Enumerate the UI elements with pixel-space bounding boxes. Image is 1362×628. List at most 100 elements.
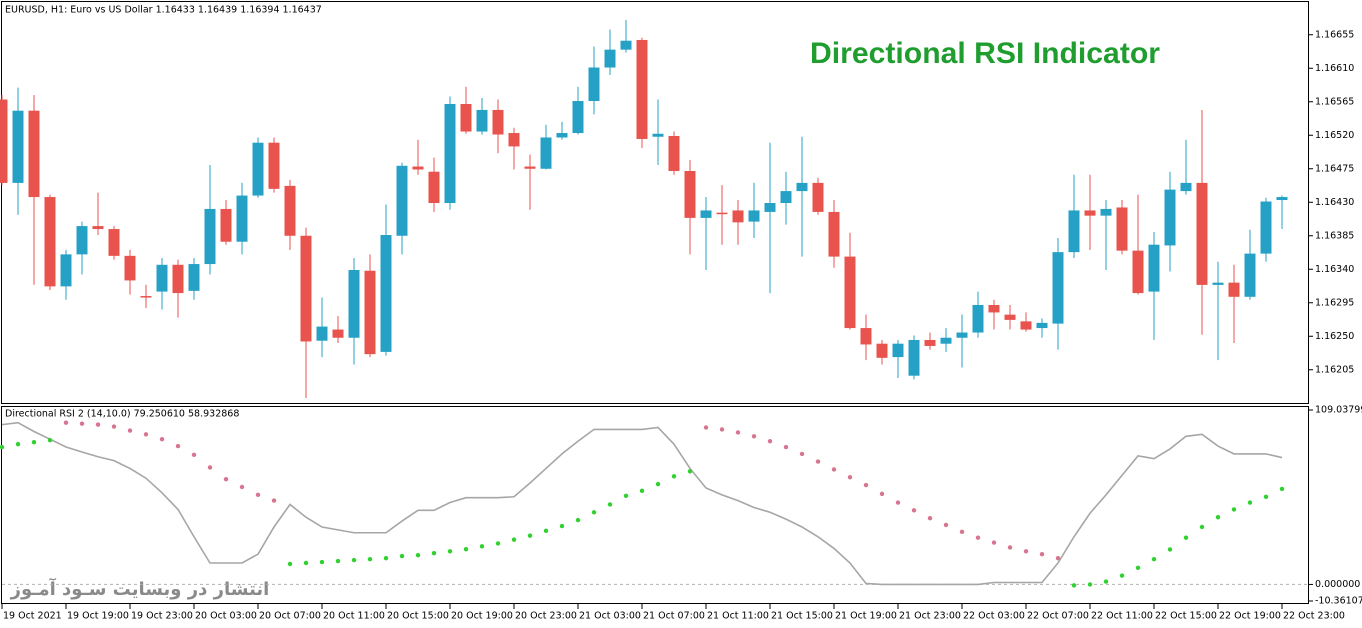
candle-body — [508, 133, 520, 147]
x-tick-label: 22 Oct 15:00 — [1155, 611, 1217, 622]
dot — [1247, 500, 1253, 505]
dot — [767, 439, 773, 444]
candle-body — [92, 226, 104, 230]
candle-body — [956, 332, 968, 338]
candle-body — [140, 296, 152, 298]
dot — [495, 541, 501, 546]
candle-body — [172, 264, 184, 294]
candle-body — [1036, 322, 1048, 329]
dot — [751, 434, 757, 439]
dot — [927, 515, 933, 521]
candle-body — [108, 229, 120, 256]
y-tick-label: 0.000000 — [1315, 579, 1360, 590]
candle-body — [684, 170, 696, 218]
candle-body — [252, 142, 264, 196]
dot — [639, 488, 645, 494]
dot — [207, 465, 213, 470]
candle-body — [1180, 182, 1192, 192]
x-tick-label: 19 Oct 19:00 — [67, 611, 129, 622]
x-tick-label: 21 Oct 15:00 — [771, 611, 833, 622]
dot — [735, 430, 741, 435]
candle-body — [844, 256, 856, 329]
candle-body — [988, 304, 1000, 313]
dot — [527, 533, 533, 538]
candle-body — [860, 328, 872, 345]
dot — [47, 437, 53, 443]
dot — [895, 500, 901, 505]
indicator-title: Directional RSI 2 (14,10.0) 79.250610 58… — [5, 409, 239, 420]
x-tick-label: 22 Oct 11:00 — [1091, 611, 1153, 622]
dot — [591, 510, 597, 515]
dot — [1119, 573, 1125, 578]
candle-body — [316, 326, 328, 341]
candle-body — [572, 101, 584, 134]
dot — [1231, 507, 1237, 512]
dot — [911, 508, 917, 513]
dot — [351, 557, 357, 563]
candle-body — [76, 226, 88, 255]
dot — [319, 559, 325, 565]
candle-body — [380, 235, 392, 352]
dot — [671, 474, 677, 479]
dot — [303, 560, 309, 566]
dot — [943, 522, 949, 528]
candle-body — [12, 110, 24, 183]
dot — [1279, 486, 1285, 492]
dot — [607, 502, 613, 507]
dot — [1135, 565, 1141, 570]
dot — [415, 552, 421, 558]
x-tick-label: 21 Oct 19:00 — [835, 611, 897, 622]
candle-body — [220, 208, 232, 242]
candle-body — [44, 197, 56, 287]
indicator-panel — [1, 406, 1309, 604]
dot — [239, 484, 245, 490]
candle-body — [748, 210, 760, 222]
candle-body — [604, 49, 616, 68]
dot — [383, 555, 389, 561]
x-tick-label: 20 Oct 03:00 — [195, 611, 257, 622]
dot — [1151, 556, 1157, 562]
candle-body — [236, 195, 248, 242]
y-tick-label: -10.361076 — [1315, 596, 1362, 607]
dot — [79, 421, 85, 426]
candle-body — [524, 166, 536, 169]
candle-body — [908, 339, 920, 376]
dot — [511, 537, 517, 542]
candle-body — [588, 67, 600, 102]
dot — [703, 425, 709, 430]
y-tick-label: 1.16340 — [1315, 264, 1354, 275]
dot — [271, 498, 277, 503]
chart-title: Directional RSI Indicator — [810, 37, 1160, 70]
candle-body — [1164, 189, 1176, 246]
candle-body — [428, 171, 440, 203]
dot — [111, 424, 117, 429]
x-tick-label: 20 Oct 11:00 — [323, 611, 385, 622]
dot — [575, 517, 581, 523]
candle-body — [924, 339, 936, 346]
candle-body — [156, 264, 168, 292]
x-tick-label: 20 Oct 19:00 — [451, 611, 513, 622]
dot — [143, 432, 149, 437]
x-tick-label: 19 Oct 23:00 — [131, 611, 193, 622]
candle-body — [0, 99, 8, 183]
dot — [783, 444, 789, 450]
candle-body — [60, 254, 72, 287]
dot — [463, 547, 469, 552]
candle-body — [636, 39, 648, 139]
x-tick-label: 21 Oct 07:00 — [643, 611, 705, 622]
candle-body — [28, 110, 40, 198]
candle-body — [732, 210, 744, 223]
x-tick-label: 22 Oct 23:00 — [1283, 611, 1345, 622]
candle-body — [828, 211, 840, 257]
dot — [719, 427, 725, 432]
dot — [1183, 535, 1189, 540]
dot — [847, 475, 853, 480]
candle-body — [460, 103, 472, 132]
candle-body — [652, 133, 664, 137]
dot — [15, 441, 21, 447]
x-tick-label: 21 Oct 23:00 — [899, 611, 961, 622]
dot — [255, 492, 261, 498]
dot — [63, 420, 69, 425]
y-tick-label: 109.037990 — [1315, 405, 1362, 416]
